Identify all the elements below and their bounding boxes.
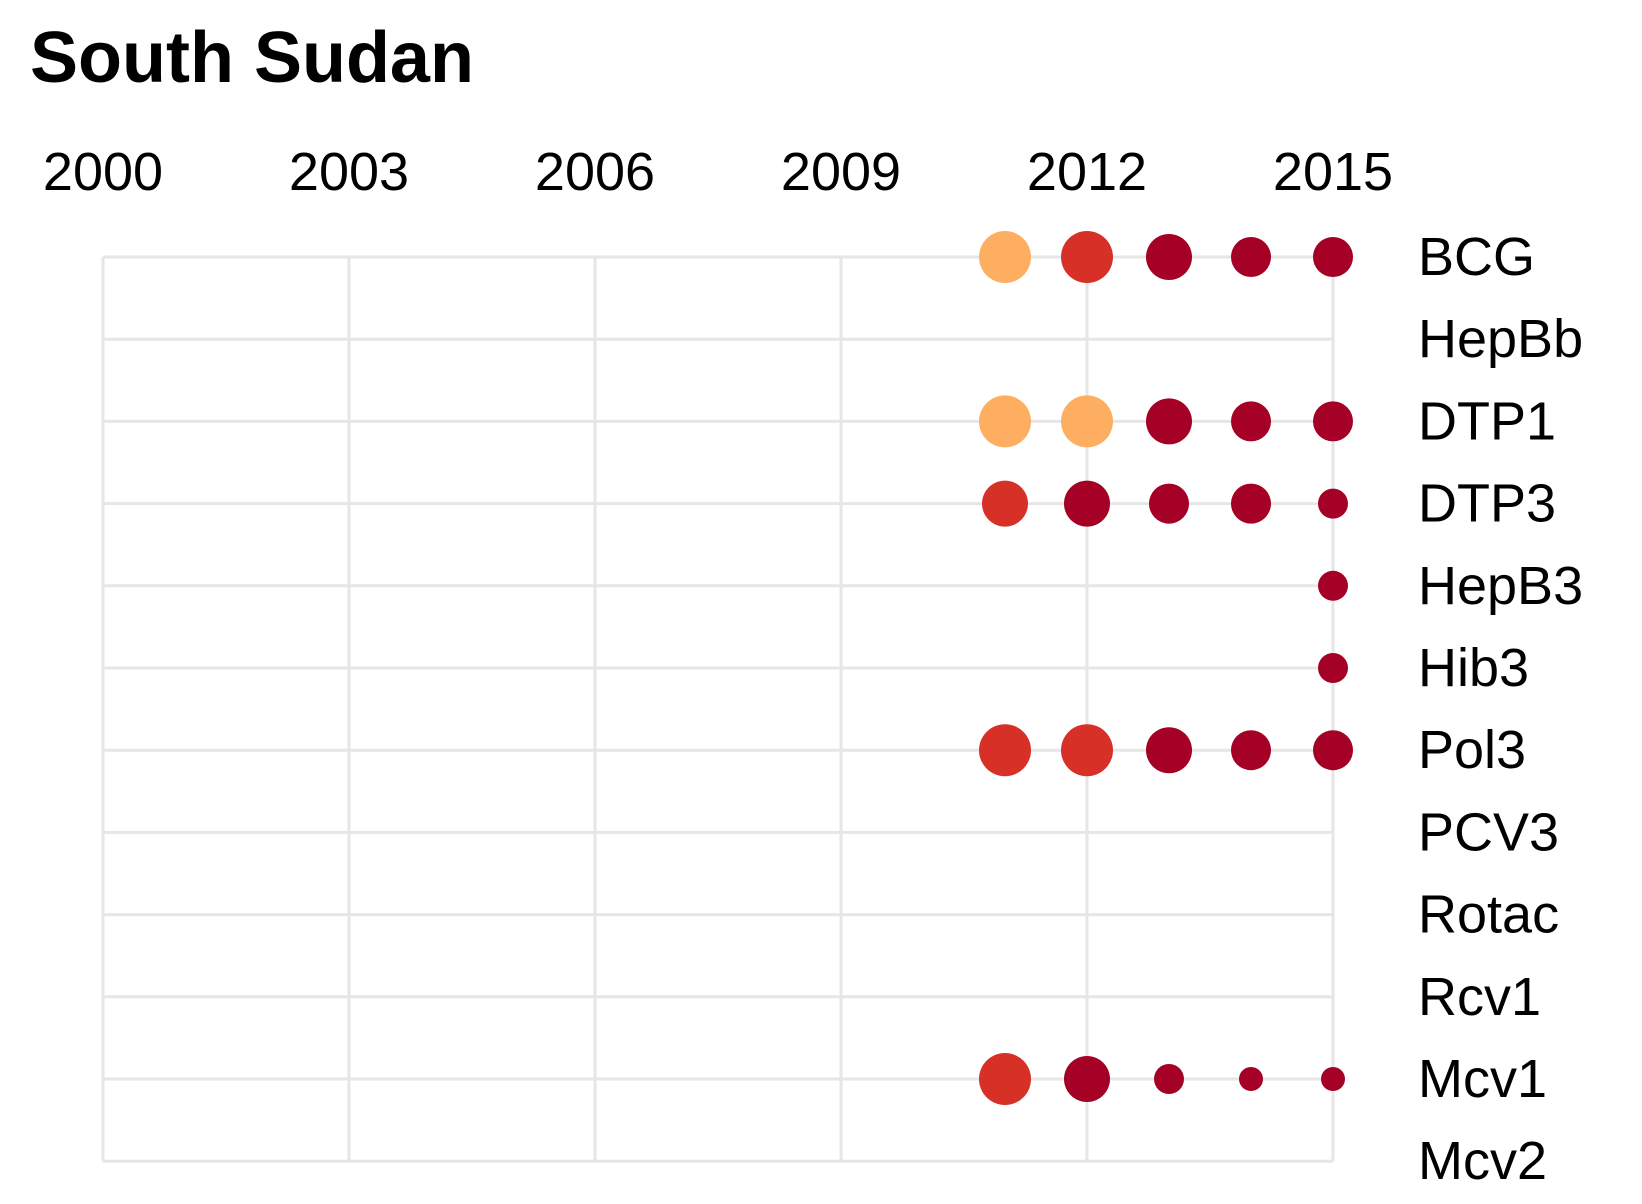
- row-label-bcg: BCG: [1418, 227, 1535, 287]
- row-label-pcv3: PCV3: [1418, 802, 1559, 862]
- row-label-rcv1: Rcv1: [1418, 967, 1541, 1027]
- data-point-dtp3-2015: [1318, 488, 1348, 519]
- x-tick-label-2015: 2015: [1273, 142, 1393, 202]
- data-point-dtp1-2013: [1146, 398, 1192, 445]
- data-point-dtp3-2013: [1149, 483, 1189, 524]
- x-tick-label-2009: 2009: [781, 142, 901, 202]
- data-point-mcv1-2013: [1154, 1064, 1184, 1094]
- x-tick-label-2006: 2006: [535, 142, 655, 202]
- x-tick-label-2012: 2012: [1027, 142, 1147, 202]
- data-point-hib3-2015: [1318, 653, 1348, 683]
- row-label-dtp3: DTP3: [1418, 474, 1556, 534]
- row-label-dtp1: DTP1: [1418, 391, 1556, 451]
- data-point-hepb3-2015: [1318, 570, 1348, 601]
- data-point-dtp1-2014: [1231, 401, 1271, 442]
- data-point-dtp3-2012: [1064, 480, 1110, 527]
- row-label-mcv2: Mcv2: [1418, 1131, 1547, 1191]
- x-axis-tick-labels: 2000 2003 2006 2009 2012 2015: [43, 142, 1393, 202]
- data-point-pol3-2014: [1231, 730, 1271, 771]
- data-point-bcg-2014: [1231, 237, 1271, 277]
- data-point-mcv1-2014: [1239, 1067, 1263, 1091]
- row-label-hib3: Hib3: [1418, 638, 1529, 698]
- data-point-mcv1-2012: [1064, 1056, 1110, 1102]
- data-point-dtp3-2011: [982, 480, 1028, 527]
- data-point-pol3-2015: [1313, 730, 1353, 771]
- data-point-pol3-2011: [979, 724, 1031, 777]
- row-label-hepb3: HepB3: [1418, 556, 1583, 616]
- data-point-bcg-2015: [1313, 237, 1353, 277]
- data-point-pol3-2013: [1146, 727, 1192, 774]
- data-point-bcg-2011: [979, 231, 1031, 283]
- row-label-rotac: Rotac: [1418, 885, 1559, 945]
- data-point-dtp1-2012: [1061, 395, 1113, 448]
- data-point-dtp3-2014: [1231, 483, 1271, 524]
- data-point-bcg-2013: [1146, 234, 1192, 280]
- row-labels: BCG HepBb DTP1 DTP3 HepB3 Hib3 Pol3 PCV3 Rotac Rc…: [1418, 227, 1583, 1191]
- grid-lines: [101, 255, 1335, 1163]
- row-label-hepbb: HepBb: [1418, 309, 1583, 369]
- data-point-mcv1-2015: [1321, 1067, 1345, 1091]
- x-tick-label-2003: 2003: [289, 142, 409, 202]
- data-point-mcv1-2011: [979, 1053, 1031, 1105]
- data-point-dtp1-2011: [979, 395, 1031, 448]
- chart-title: South Sudan: [30, 18, 474, 98]
- x-tick-label-2000: 2000: [43, 142, 163, 202]
- data-point-dtp1-2015: [1313, 401, 1353, 442]
- data-point-pol3-2012: [1061, 724, 1113, 777]
- row-label-mcv1: Mcv1: [1418, 1049, 1547, 1109]
- row-label-pol3: Pol3: [1418, 720, 1526, 780]
- data-points: [979, 231, 1353, 1105]
- data-point-bcg-2012: [1061, 231, 1113, 283]
